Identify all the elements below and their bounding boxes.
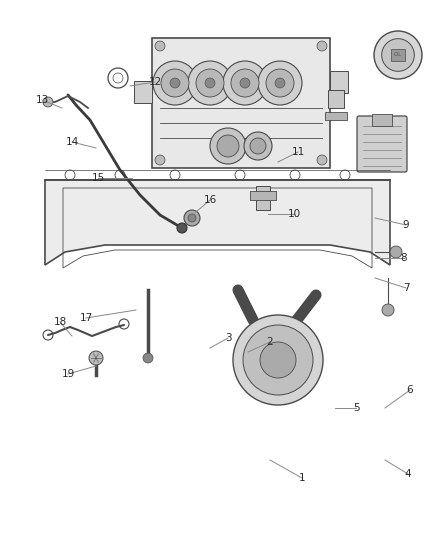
Circle shape (317, 155, 327, 165)
Circle shape (258, 61, 302, 105)
Circle shape (155, 155, 165, 165)
Circle shape (266, 69, 294, 97)
Text: 3: 3 (225, 333, 231, 343)
Circle shape (143, 353, 153, 363)
Text: 6: 6 (407, 385, 413, 395)
Circle shape (217, 135, 239, 157)
Bar (372, 114, 392, 126)
Circle shape (205, 78, 215, 88)
Circle shape (233, 315, 323, 405)
Bar (330, 71, 348, 93)
Text: 5: 5 (353, 403, 359, 413)
Bar (134, 81, 152, 103)
Circle shape (196, 69, 224, 97)
Bar (250, 191, 276, 200)
Circle shape (223, 61, 267, 105)
Text: 13: 13 (35, 95, 49, 105)
Bar (328, 90, 344, 108)
Circle shape (244, 132, 272, 160)
Text: 16: 16 (203, 195, 217, 205)
Text: 9: 9 (403, 220, 410, 230)
Text: 14: 14 (65, 137, 79, 147)
Circle shape (170, 78, 180, 88)
Circle shape (243, 325, 313, 395)
Text: 7: 7 (403, 283, 410, 293)
Circle shape (153, 61, 197, 105)
Circle shape (382, 304, 394, 316)
Circle shape (43, 97, 53, 107)
Circle shape (161, 69, 189, 97)
Circle shape (155, 41, 165, 51)
Text: 11: 11 (291, 147, 304, 157)
Circle shape (184, 210, 200, 226)
Circle shape (231, 69, 259, 97)
Text: 2: 2 (267, 337, 273, 347)
Circle shape (275, 78, 285, 88)
Circle shape (381, 39, 414, 71)
Text: 10: 10 (287, 209, 300, 219)
Text: 18: 18 (53, 317, 67, 327)
Text: 17: 17 (79, 313, 92, 323)
Circle shape (390, 246, 402, 258)
Text: 8: 8 (401, 253, 407, 263)
Text: 15: 15 (92, 173, 105, 183)
Circle shape (317, 41, 327, 51)
Circle shape (374, 31, 422, 79)
Circle shape (240, 78, 250, 88)
Circle shape (210, 128, 246, 164)
FancyBboxPatch shape (357, 116, 407, 172)
Text: 4: 4 (405, 469, 411, 479)
Circle shape (177, 223, 187, 233)
Circle shape (89, 351, 103, 365)
Bar (391, 49, 405, 61)
Bar (256, 186, 270, 210)
Text: 1: 1 (299, 473, 305, 483)
Circle shape (188, 61, 232, 105)
Bar (152, 38, 330, 168)
Circle shape (260, 342, 296, 378)
Bar (325, 112, 347, 120)
Circle shape (188, 214, 196, 222)
Text: 19: 19 (61, 369, 74, 379)
Polygon shape (45, 180, 390, 265)
Circle shape (250, 138, 266, 154)
Text: 12: 12 (148, 77, 162, 87)
Text: OIL: OIL (394, 52, 402, 58)
